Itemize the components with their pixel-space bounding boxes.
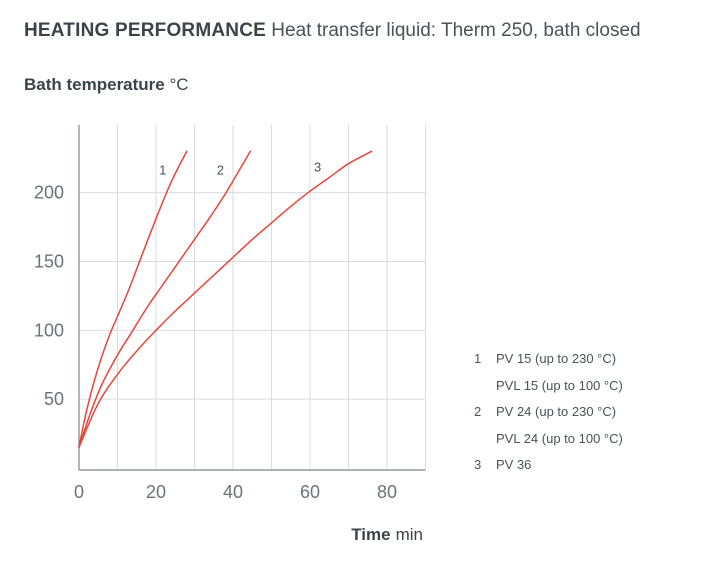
x-tick-label: 40 [223,482,243,502]
y-tick-label: 100 [34,320,64,340]
x-axis-title: Time min [351,525,423,544]
series-label-3: 3 [314,159,321,174]
legend: 1 PV 15 (up to 230 °C) PVL 15 (up to 100 °… [474,348,623,481]
x-tick-label: 20 [146,482,166,502]
tick-labels: 0 20 40 60 80 50 100 150 200 [34,183,397,502]
x-tick-label: 60 [300,482,320,502]
curve-labels: 1 2 3 [159,159,321,177]
axes [78,125,426,471]
legend-text: PV 36 [496,457,532,472]
y-tick-label: 50 [44,389,64,409]
x-axis-title-unit: min [396,525,423,544]
curves [78,150,373,449]
legend-text: PV 15 (up to 230 °C) [496,351,617,366]
x-tick-label: 80 [377,482,397,502]
legend-item: 3 PV 36 [474,454,623,481]
series-label-1: 1 [159,162,166,177]
chart-title-bold: HEATING PERFORMANCE [24,20,267,41]
legend-item: 2 PV 24 (up to 230 °C) [474,401,623,428]
x-axis-title-label: Time [351,525,390,544]
legend-text: PV 24 (up to 230 °C) [496,404,617,419]
legend-item: 1 PV 15 (up to 230 °C) [474,348,623,375]
x-tick-label: 0 [74,482,84,502]
y-tick-label: 200 [34,183,64,203]
series-line-3 [78,150,373,449]
legend-text: PVL 24 (up to 100 °C) [496,430,623,446]
series-line-1 [78,150,188,449]
chart-title: HEATING PERFORMANCE Heat transfer liquid… [24,20,641,42]
legend-text: PVL 15 (up to 100 °C) [496,377,623,393]
legend-number: 1 [474,351,482,366]
y-axis-title: Bath temperature °C [24,75,189,95]
y-axis-title-unit: °C [169,75,189,94]
grid [79,125,426,470]
legend-item: PVL 24 (up to 100 °C) [474,428,623,455]
y-tick-label: 150 [34,251,64,271]
chart-subtitle: Heat transfer liquid: Therm 250, bath cl… [271,20,641,41]
series-line-2 [78,150,252,449]
series-label-2: 2 [217,162,224,177]
y-axis-title-label: Bath temperature [24,75,165,94]
legend-item: PVL 15 (up to 100 °C) [474,375,623,402]
legend-number: 2 [474,404,482,419]
legend-number: 3 [474,457,482,472]
